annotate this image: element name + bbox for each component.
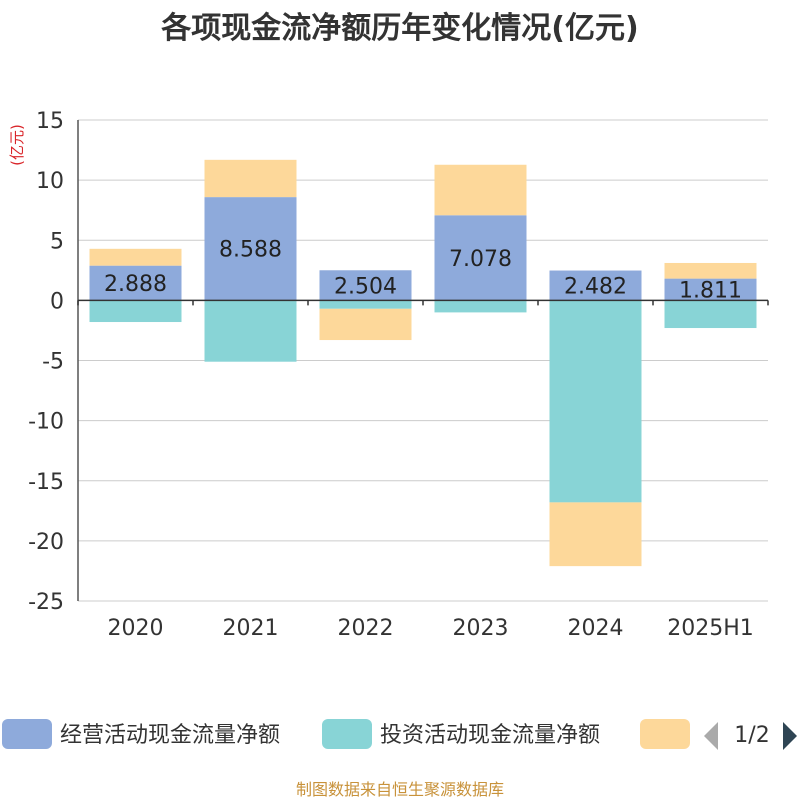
bar-segment <box>664 262 757 279</box>
y-tick-label: -20 <box>28 530 64 555</box>
data-labels: 2.888 8.588 2.504 7.078 2.482 1.811 <box>104 238 742 304</box>
bar-segment <box>89 265 182 301</box>
y-tick-label: 10 <box>36 169 64 194</box>
bars <box>89 159 757 567</box>
x-tick-label: 2020 <box>108 616 164 641</box>
y-tick-label: -15 <box>28 470 64 495</box>
legend-swatch[interactable] <box>2 719 52 749</box>
bar-segment <box>664 300 757 329</box>
y-tick-label: -25 <box>28 590 64 615</box>
legend-swatch[interactable] <box>322 719 372 749</box>
y-tick-label: 5 <box>50 229 64 254</box>
y-tick-label: 15 <box>36 109 64 134</box>
bar-segment <box>549 270 642 301</box>
bar-segment <box>204 300 297 362</box>
bar-value-label: 2.482 <box>564 274 627 299</box>
chart-title: 各项现金流净额历年变化情况(亿元) <box>160 11 638 46</box>
x-tick-label: 2023 <box>453 616 509 641</box>
legend-swatch[interactable] <box>640 719 690 749</box>
y-tick-label: 0 <box>50 289 64 314</box>
y-tick-label: -10 <box>28 410 64 435</box>
bar-segment <box>204 197 297 301</box>
bar-segment <box>434 300 527 313</box>
bar-segment <box>89 300 182 323</box>
bar-segment <box>319 270 412 301</box>
axes: 15 10 5 0 -5 -10 -15 -20 -25 2020 2021 2022 2023 2024… <box>28 109 769 641</box>
legend-page-indicator: 1/2 <box>734 723 769 748</box>
bar-segment <box>549 300 642 503</box>
bar-value-label: 1.811 <box>679 278 742 303</box>
bar-segment <box>89 248 182 266</box>
x-tick-label: 2025H1 <box>667 616 754 641</box>
grid <box>78 119 768 602</box>
bar-segment <box>549 502 642 567</box>
bar-value-label: 8.588 <box>219 238 282 263</box>
legend: 经营活动现金流量净额 投资活动现金流量净额 1/2 <box>2 719 797 750</box>
bar-segment <box>434 164 527 216</box>
legend-label[interactable]: 经营活动现金流量净额 <box>60 723 280 748</box>
y-tick-label: -5 <box>42 350 64 375</box>
legend-label[interactable]: 投资活动现金流量净额 <box>380 723 600 748</box>
bar-segment <box>319 300 412 309</box>
bar-segment <box>664 278 757 301</box>
bar-value-label: 2.888 <box>104 272 167 297</box>
x-tick-label: 2024 <box>568 616 624 641</box>
x-tick-label: 2021 <box>223 616 279 641</box>
bar-value-label: 2.504 <box>334 274 397 299</box>
bar-value-label: 7.078 <box>449 247 512 272</box>
bar-segment <box>204 159 297 198</box>
legend-prev-arrow-icon[interactable] <box>704 722 718 750</box>
bar-segment <box>319 308 412 341</box>
bar-segment <box>434 215 527 301</box>
source-note: 制图数据来自恒生聚源数据库 <box>296 780 504 799</box>
y-axis-unit: (亿元) <box>8 124 26 166</box>
x-tick-label: 2022 <box>338 616 394 641</box>
legend-next-arrow-icon[interactable] <box>783 722 797 750</box>
